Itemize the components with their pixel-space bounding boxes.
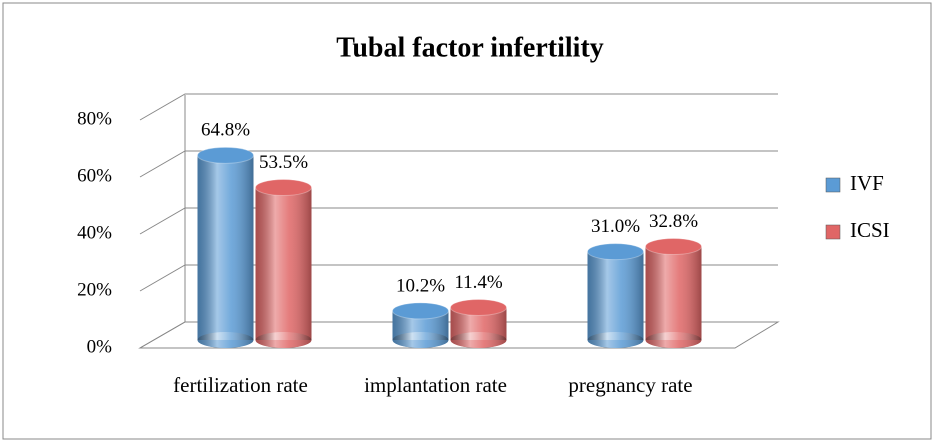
bar-shade (645, 246, 702, 340)
y-tick-label: 40% (77, 222, 112, 243)
bar-top (255, 179, 312, 197)
grid-line (139, 150, 778, 178)
legend-swatch (825, 224, 841, 240)
bar (197, 146, 254, 348)
bar-bottom-shade (645, 332, 702, 348)
data-label: 32.8% (649, 211, 698, 232)
grid-line (139, 93, 778, 121)
bar-bottom-shade (197, 332, 254, 348)
grid-line (139, 207, 778, 235)
data-label: 64.8% (201, 120, 250, 141)
bar (450, 299, 507, 348)
y-tick-label: 80% (77, 108, 112, 129)
bar-bottom-shade (587, 332, 644, 348)
bar (392, 302, 449, 348)
bar-top (587, 243, 644, 261)
y-tick-label: 60% (77, 165, 112, 186)
bar (645, 238, 702, 348)
bar-bottom-shade (255, 332, 312, 348)
bar-shade (197, 155, 254, 340)
bar (587, 243, 644, 348)
chart-title: Tubal factor infertility (336, 32, 604, 63)
bar-shade (255, 187, 312, 340)
bar-top (450, 299, 507, 317)
y-tick-label: 0% (87, 336, 113, 357)
legend-label: ICSI (850, 218, 890, 242)
data-label: 11.4% (454, 272, 503, 293)
bar-top (197, 146, 254, 164)
x-tick-label: fertilization rate (173, 373, 308, 397)
data-label: 53.5% (259, 152, 308, 173)
x-tick-label: implantation rate (364, 373, 507, 397)
bar-bottom-shade (450, 332, 507, 348)
data-label: 10.2% (396, 275, 445, 296)
data-label: 31.0% (591, 216, 640, 237)
bar-bottom-shade (392, 332, 449, 348)
grid-line (139, 321, 778, 349)
bar-top (645, 238, 702, 256)
y-tick-label: 20% (77, 279, 112, 300)
x-tick-label: pregnancy rate (568, 373, 693, 397)
bar-top (392, 302, 449, 320)
legend-label: IVF (850, 171, 884, 195)
grid-line (139, 264, 778, 292)
legend-swatch (825, 177, 841, 193)
bar-shade (587, 251, 644, 340)
bar (255, 179, 312, 348)
